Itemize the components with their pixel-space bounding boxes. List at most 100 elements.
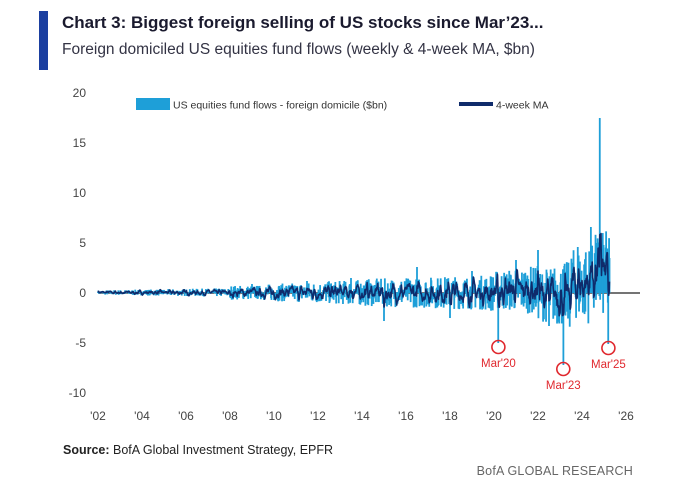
- weekly-flow-bar: [295, 293, 298, 294]
- weekly-flow-bar: [409, 293, 412, 303]
- weekly-flow-bar: [436, 278, 439, 293]
- weekly-flow-bar: [575, 293, 577, 318]
- weekly-flow-bar: [367, 293, 370, 306]
- weekly-flow-bar: [196, 293, 198, 296]
- x-tick-label: '18: [442, 409, 458, 423]
- weekly-flow-bar: [306, 281, 308, 293]
- x-tick-label: '06: [178, 409, 194, 423]
- weekly-flow-bar: [304, 293, 307, 298]
- weekly-flow-bar: [232, 286, 235, 293]
- weekly-flow-bar: [520, 293, 523, 305]
- weekly-flow-bar: [594, 234, 597, 293]
- weekly-flow-bar: [532, 267, 535, 293]
- ma-line: [97, 232, 611, 317]
- weekly-flow-bar: [548, 293, 550, 326]
- annotation-label: Mar'23: [546, 380, 581, 392]
- weekly-flow-bar: [383, 293, 386, 298]
- weekly-flow-bar: [260, 291, 263, 293]
- weekly-flow-bar: [276, 290, 278, 293]
- weekly-flow-bar: [540, 293, 543, 304]
- weekly-flow-bar: [375, 293, 377, 303]
- weekly-flow-bar: [587, 293, 590, 324]
- x-tick-label: '08: [222, 409, 238, 423]
- chart-title: Chart 3: Biggest foreign selling of US s…: [62, 13, 544, 32]
- y-tick-label: 0: [79, 286, 86, 300]
- weekly-flow-bar: [579, 293, 582, 302]
- weekly-flow-bar: [386, 293, 388, 307]
- weekly-flow-bar: [328, 293, 331, 302]
- weekly-flow-bar: [517, 293, 520, 298]
- weekly-flow-bar: [575, 284, 578, 293]
- weekly-bars-layer: [97, 118, 611, 365]
- weekly-flow-bar: [237, 293, 240, 298]
- weekly-flow-bar: [332, 293, 335, 300]
- weekly-flow-bar: [325, 293, 327, 301]
- weekly-flow-bar: [378, 286, 381, 293]
- weekly-flow-bar: [312, 284, 315, 293]
- weekly-flow-bar: [103, 293, 105, 294]
- weekly-flow-bar: [504, 293, 507, 308]
- weekly-flow-bar: [490, 276, 493, 293]
- weekly-flow-bar: [337, 293, 340, 304]
- weekly-flow-bar: [342, 293, 344, 304]
- weekly-flow-bar: [270, 293, 273, 300]
- weekly-flow-bar: [380, 293, 383, 294]
- weekly-flow-bar: [163, 293, 166, 294]
- weekly-flow-bar: [383, 278, 386, 293]
- annotation-circle: [491, 339, 506, 355]
- weekly-flow-bar: [397, 293, 399, 301]
- weekly-flow-bar: [599, 293, 602, 300]
- weekly-flow-bar: [201, 293, 204, 296]
- weekly-flow-bar: [188, 289, 191, 293]
- weekly-flow-bar: [525, 293, 528, 309]
- weekly-flow-bar: [562, 269, 564, 293]
- weekly-flow-bar: [331, 293, 334, 299]
- weekly-flow-bar: [239, 285, 242, 293]
- weekly-flow-bar: [308, 293, 311, 297]
- weekly-flow-bar: [162, 293, 165, 295]
- weekly-flow-bar: [354, 293, 357, 295]
- weekly-flow-bar: [491, 293, 494, 311]
- weekly-flow-bar: [224, 293, 227, 295]
- weekly-flow-bar: [163, 289, 165, 293]
- weekly-flow-bar: [485, 278, 488, 293]
- weekly-flow-bar: [206, 293, 209, 294]
- weekly-flow-bar: [603, 265, 606, 293]
- legend-ma-label: 4-week MA: [496, 100, 549, 112]
- weekly-flow-bar: [595, 293, 598, 296]
- weekly-flow-bar: [147, 293, 149, 296]
- weekly-flow-bar: [492, 277, 495, 293]
- weekly-flow-bar: [243, 291, 246, 293]
- y-tick-label: 20: [73, 86, 87, 100]
- weekly-flow-bar: [222, 292, 225, 294]
- weekly-flow-bar: [559, 273, 562, 293]
- y-tick-label: -10: [69, 386, 87, 400]
- weekly-flow-bar: [412, 293, 415, 308]
- weekly-flow-bar: [98, 293, 101, 294]
- weekly-flow-bar: [602, 293, 605, 313]
- weekly-flow-bar: [497, 293, 500, 343]
- weekly-flow-bar: [523, 293, 526, 304]
- weekly-flow-bar: [430, 290, 433, 293]
- weekly-flow-bar: [500, 276, 503, 293]
- weekly-flow-bar: [546, 293, 549, 295]
- weekly-flow-bar: [591, 289, 594, 293]
- weekly-flow-bar: [274, 293, 277, 300]
- weekly-flow-bar: [507, 293, 509, 296]
- x-tick-label: '20: [486, 409, 502, 423]
- weekly-flow-bar: [380, 278, 382, 293]
- weekly-flow-bar: [608, 257, 611, 293]
- weekly-flow-bar: [499, 286, 501, 293]
- weekly-flow-bar: [230, 286, 233, 293]
- weekly-flow-bar: [247, 293, 250, 299]
- weekly-flow-bar: [474, 293, 477, 308]
- brand-label: BofA GLOBAL RESEARCH: [476, 464, 633, 478]
- weekly-flow-bar: [570, 258, 573, 293]
- weekly-flow-bar: [592, 293, 595, 308]
- weekly-flow-bar: [554, 280, 557, 293]
- weekly-flow-bar: [293, 293, 296, 300]
- weekly-flow-bar: [359, 283, 362, 293]
- y-tick-label: 10: [73, 186, 87, 200]
- weekly-flow-bar: [303, 287, 305, 293]
- weekly-flow-bar: [372, 293, 375, 304]
